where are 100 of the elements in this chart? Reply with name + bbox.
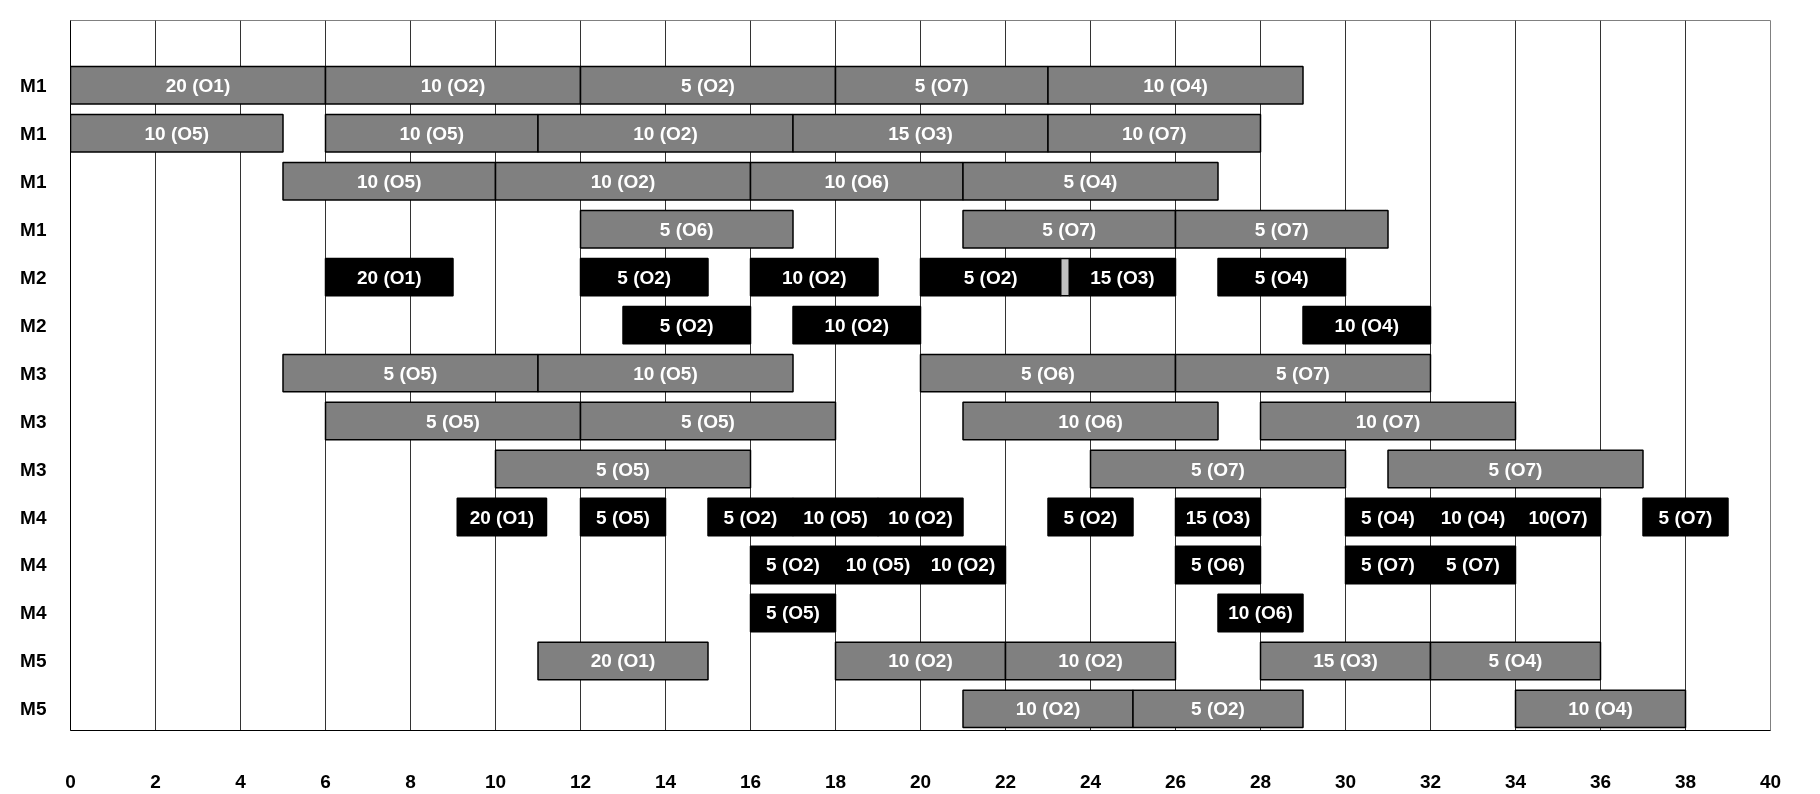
- annotation: 5 (O7): [1361, 554, 1415, 576]
- y-tick-label: M2: [20, 266, 47, 288]
- annotation: 5 (O5): [596, 506, 650, 528]
- y-tick-label: M3: [20, 410, 47, 432]
- annotation: 10 (O7): [1122, 122, 1187, 144]
- annotation: 10 (O7): [1355, 410, 1421, 432]
- annotation: 5 (O2): [1191, 698, 1245, 720]
- bar: [1259, 401, 1517, 441]
- x-tick-label: 30: [1334, 770, 1357, 792]
- annotation: 5 (O2): [617, 266, 672, 288]
- annotation: 15 (O3): [1185, 506, 1251, 528]
- annotation: 5 (O5): [383, 362, 438, 384]
- bar: [1089, 449, 1347, 489]
- annotation: 10 (O2): [888, 650, 953, 672]
- x-tick-label: 34: [1504, 770, 1527, 792]
- y-tick-label: M3: [20, 458, 47, 480]
- x-tick-label: 14: [654, 770, 677, 792]
- annotation: 5 (O4): [1254, 266, 1309, 288]
- annotation: 15 (O3): [888, 122, 953, 144]
- annotation: 10 (O5): [357, 170, 422, 192]
- annotation: 5 (O6): [1021, 362, 1075, 384]
- annotation: 10 (O2): [1058, 650, 1123, 672]
- x-tick-label: 6: [320, 770, 331, 792]
- annotation: 10 (O2): [930, 554, 996, 576]
- x-tick-label: 0: [65, 770, 76, 792]
- annotation: 10 (O4): [1440, 506, 1506, 528]
- annotation: 5 (O5): [766, 602, 820, 624]
- x-tick-label: 28: [1249, 770, 1272, 792]
- x-tick-label: 40: [1759, 770, 1782, 792]
- annotation: 5 (O2): [723, 506, 778, 528]
- x-tick-label: 38: [1674, 770, 1697, 792]
- x-tick-label: 8: [405, 770, 416, 792]
- bar: [537, 641, 709, 681]
- y-tick-label: M4: [20, 554, 47, 576]
- y-tick-label: M1: [20, 170, 47, 192]
- annotation: 5 (O2): [963, 266, 1018, 288]
- annotation: 10 (O5): [633, 362, 698, 384]
- y-tick-label: M5: [20, 650, 47, 672]
- annotation: 5 (O2): [659, 314, 714, 336]
- annotation: 10 (O6): [824, 170, 889, 192]
- annotation: 5 (O4): [1063, 170, 1118, 192]
- annotation: 5 (O2): [766, 554, 820, 576]
- x-tick-label: 24: [1079, 770, 1102, 792]
- annotation: 10 (O5): [803, 506, 868, 528]
- annotation: 10 (O4): [1143, 74, 1208, 96]
- annotation: 20 (O1): [165, 74, 231, 96]
- annotation: 10 (O5): [845, 554, 911, 576]
- bar: [494, 449, 752, 489]
- annotation: 10 (O6): [1228, 602, 1293, 624]
- annotation: 10 (O2): [1015, 698, 1081, 720]
- annotation: 5 (O2): [1063, 506, 1118, 528]
- annotation: 10 (O4): [1568, 698, 1633, 720]
- annotation: 10 (O5): [144, 122, 209, 144]
- bar: [1387, 449, 1644, 489]
- x-tick-label: 26: [1164, 770, 1187, 792]
- annotation: 10 (O2): [420, 74, 486, 96]
- y-tick-label: M4: [20, 506, 47, 528]
- y-tick-label: M3: [20, 362, 47, 384]
- y-tick-label: M4: [20, 602, 47, 624]
- annotation: 5 (O5): [426, 410, 480, 432]
- annotation: 5 (O7): [1254, 218, 1309, 240]
- annotation: 10 (O5): [399, 122, 464, 144]
- annotation: 5 (O5): [681, 410, 735, 432]
- annotation: 15 (O3): [1313, 650, 1378, 672]
- annotation: 5 (O6): [659, 218, 714, 240]
- annotation: 5 (O7): [1488, 458, 1543, 480]
- x-tick-label: 12: [569, 770, 592, 792]
- annotation: 15 (O3): [1090, 266, 1155, 288]
- annotation: 10 (O6): [1058, 410, 1123, 432]
- annotation: 5 (O7): [914, 74, 969, 96]
- bar: [962, 401, 1219, 441]
- annotation: 10 (O2): [590, 170, 656, 192]
- annotation: 5 (O6): [1191, 554, 1245, 576]
- x-tick-label: 2: [150, 770, 161, 792]
- y-tick-label: M2: [20, 314, 47, 336]
- bar: [1217, 257, 1347, 297]
- y-tick-label: M1: [20, 218, 47, 240]
- annotation: 5 (O7): [1446, 554, 1500, 576]
- y-tick-label: M1: [20, 122, 47, 144]
- annotation: 5 (O7): [1191, 458, 1245, 480]
- y-tick-label: M5: [20, 698, 47, 720]
- annotation: 10(O7): [1528, 506, 1588, 528]
- annotation: 10 (O2): [633, 122, 698, 144]
- x-tick-label: 36: [1589, 770, 1612, 792]
- y-tick-label: M1: [20, 74, 47, 96]
- annotation: 10 (O2): [782, 266, 847, 288]
- annotation: 5 (O2): [681, 74, 735, 96]
- annotation: 5 (O4): [1488, 650, 1543, 672]
- annotation: 20 (O1): [590, 650, 656, 672]
- x-tick-label: 16: [739, 770, 762, 792]
- x-tick-label: 22: [994, 770, 1017, 792]
- annotation: 10 (O4): [1334, 314, 1399, 336]
- bar: [579, 209, 794, 249]
- x-tick-label: 18: [824, 770, 847, 792]
- annotation: 5 (O5): [596, 458, 650, 480]
- x-tick-label: 20: [909, 770, 932, 792]
- annotation: 5 (O7): [1276, 362, 1330, 384]
- x-tick-label: 10: [484, 770, 507, 792]
- annotation: 20 (O1): [469, 506, 535, 528]
- annotation: 10 (O2): [888, 506, 953, 528]
